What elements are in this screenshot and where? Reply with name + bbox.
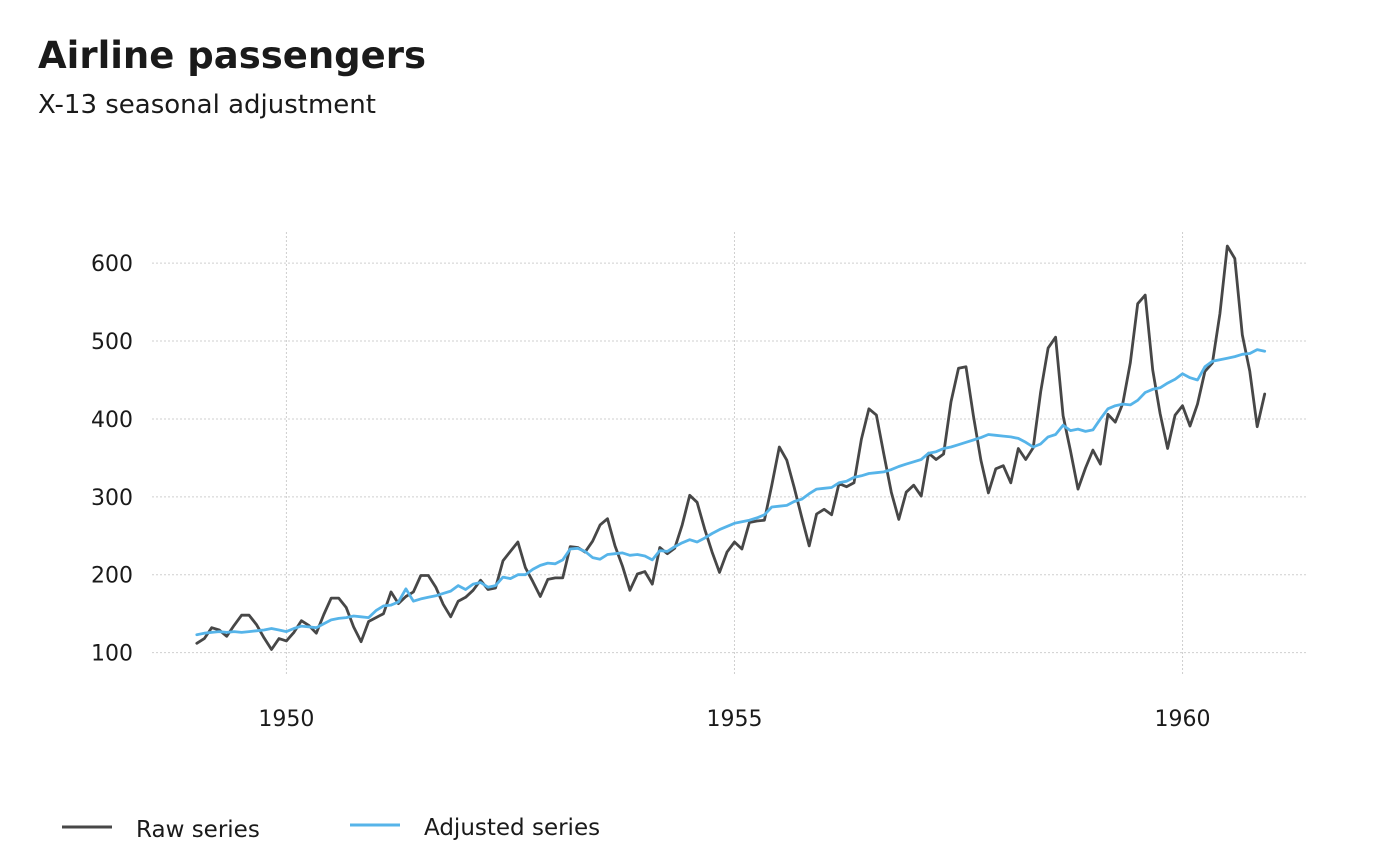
y-tick-label: 600 xyxy=(91,252,133,277)
y-tick-label: 300 xyxy=(91,486,133,511)
grid xyxy=(152,232,1308,676)
chart-subtitle: X-13 seasonal adjustment xyxy=(38,90,376,120)
y-tick-label: 200 xyxy=(91,564,133,589)
series-lines xyxy=(195,244,1267,651)
y-tick-label: 100 xyxy=(91,642,133,667)
series-line-raw xyxy=(195,244,1267,651)
y-tick-label: 500 xyxy=(91,330,133,355)
legend: Raw series Adjusted series xyxy=(62,815,600,843)
series-line-adjusted xyxy=(195,348,1267,637)
y-tick-label: 400 xyxy=(91,408,133,433)
legend-label: Raw series xyxy=(136,817,260,843)
chart-title: Airline passengers xyxy=(38,34,427,77)
axis-ticks: 100 200 300 400 500 600 1950 1955 1960 xyxy=(91,252,1211,732)
legend-label: Adjusted series xyxy=(424,815,600,841)
x-tick-label: 1950 xyxy=(258,707,314,732)
x-tick-label: 1960 xyxy=(1155,707,1211,732)
x-tick-label: 1955 xyxy=(706,707,762,732)
